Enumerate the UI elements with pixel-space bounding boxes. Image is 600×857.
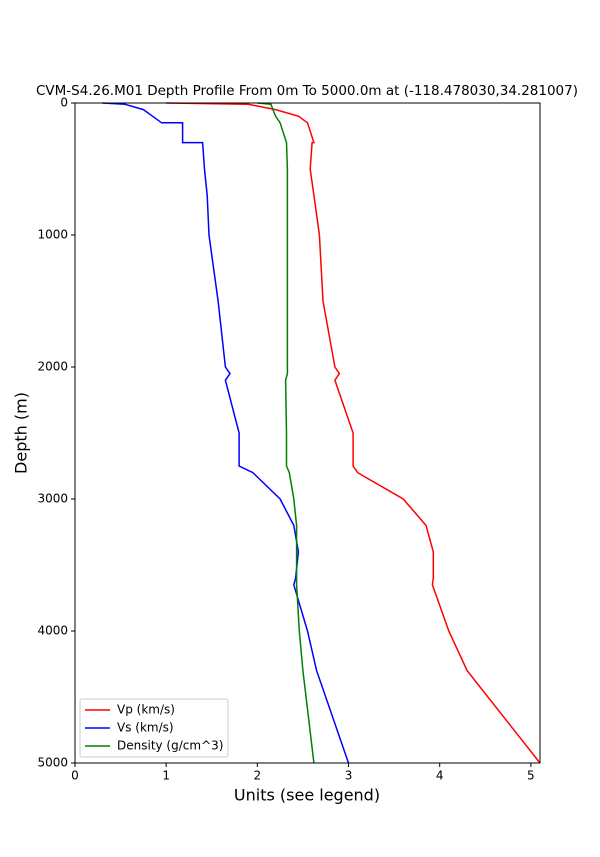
x-tick-label: 1 — [162, 769, 170, 783]
legend-box — [79, 698, 229, 758]
data-line — [257, 102, 315, 764]
y-tick-label: 1000 — [37, 228, 68, 242]
x-tick-label: 4 — [436, 769, 444, 783]
legend-label: Density (g/cm^3) — [117, 739, 223, 753]
y-tick-label: 5000 — [37, 756, 68, 770]
y-tick-label: 3000 — [37, 492, 68, 506]
x-tick-label: 2 — [254, 769, 262, 783]
y-tick-label: 0 — [60, 96, 68, 110]
data-line — [166, 102, 541, 764]
legend-label: Vs (km/s) — [117, 721, 174, 735]
chart-title: CVM-S4.26.M01 Depth Profile From 0m To 5… — [36, 83, 578, 99]
x-axis-label: Units (see legend) — [234, 786, 380, 805]
x-tick-label: 3 — [345, 769, 353, 783]
legend-label: Vp (km/s) — [117, 703, 175, 717]
y-axis-label: Depth (m) — [12, 392, 31, 474]
x-tick-label: 0 — [71, 769, 79, 783]
y-tick-label: 2000 — [37, 360, 68, 374]
x-tick-label: 5 — [527, 769, 535, 783]
y-tick-label: 4000 — [37, 624, 68, 638]
plot-frame — [74, 102, 541, 764]
